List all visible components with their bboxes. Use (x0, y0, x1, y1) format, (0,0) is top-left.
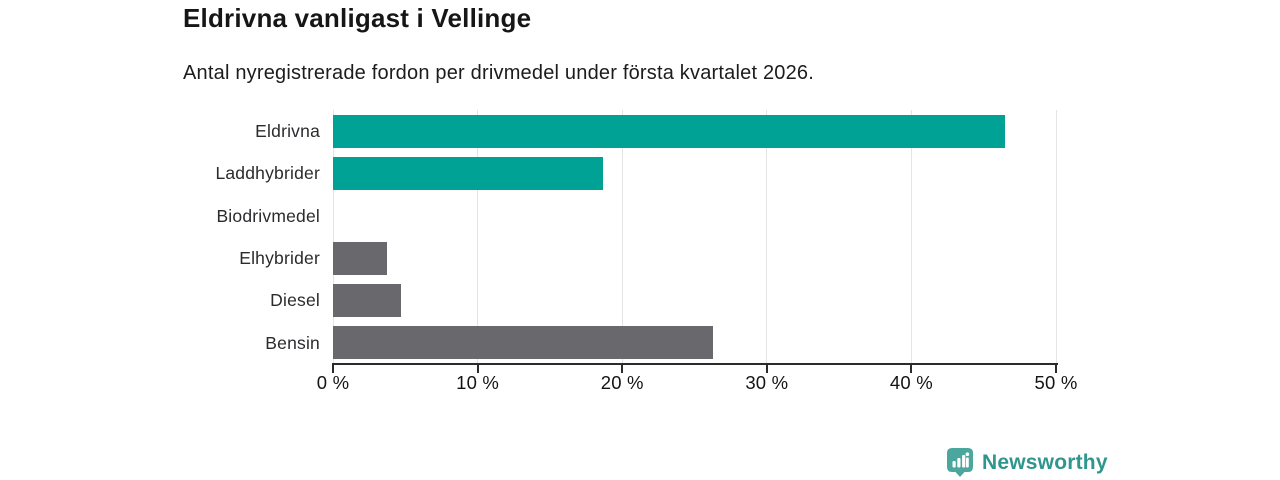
category-label-biodrivmedel: Biodrivmedel (216, 205, 320, 226)
x-axis-tick-40 (910, 363, 913, 373)
category-label-diesel: Diesel (270, 290, 320, 311)
x-axis-tick-label-20: 20 % (600, 372, 644, 393)
x-axis-tick-label-10: 10 % (456, 372, 500, 393)
gridline-0 (332, 110, 334, 364)
bar-elhybrider (333, 241, 387, 275)
x-axis-line (333, 363, 1058, 365)
chart-subtitle: Antal nyregistrerade fordon per drivmede… (183, 62, 815, 84)
x-axis-tick-30 (765, 363, 768, 373)
x-axis-tick-label-40: 40 % (889, 372, 933, 393)
x-axis-tick-0 (332, 363, 334, 373)
newsworthy-chart-bubble-icon (947, 448, 973, 477)
category-label-elhybrider: Elhybrider (239, 248, 320, 268)
category-label-eldrivna: Eldrivna (255, 121, 320, 141)
gridline-20 (621, 110, 623, 364)
gridline-40 (910, 110, 912, 364)
bar-bensin (333, 326, 714, 360)
gridline-50 (1055, 110, 1057, 364)
gridline-10 (477, 110, 479, 364)
x-axis-tick-50 (1055, 363, 1057, 373)
x-axis-tick-label-50: 50 % (1034, 372, 1078, 393)
x-axis-tick-20 (621, 363, 624, 373)
category-label-laddhybrider: Laddhybrider (215, 163, 320, 184)
newsworthy-logo-text: Newsworthy (982, 450, 1108, 474)
x-axis-tick-label-0: 0 % (316, 372, 350, 393)
bar-chart-plot-area (332, 110, 1057, 364)
bar-diesel (333, 284, 401, 317)
category-label-bensin: Bensin (265, 332, 320, 353)
bar-laddhybrider (333, 157, 604, 190)
gridline-30 (766, 110, 768, 364)
newsworthy-logo[interactable]: Newsworthy (947, 448, 1108, 477)
chart-title: Eldrivna vanligast i Vellinge (183, 3, 532, 33)
bar-eldrivna (333, 114, 1006, 148)
x-axis-tick-label-30: 30 % (745, 372, 789, 393)
x-axis-tick-10 (476, 363, 479, 373)
